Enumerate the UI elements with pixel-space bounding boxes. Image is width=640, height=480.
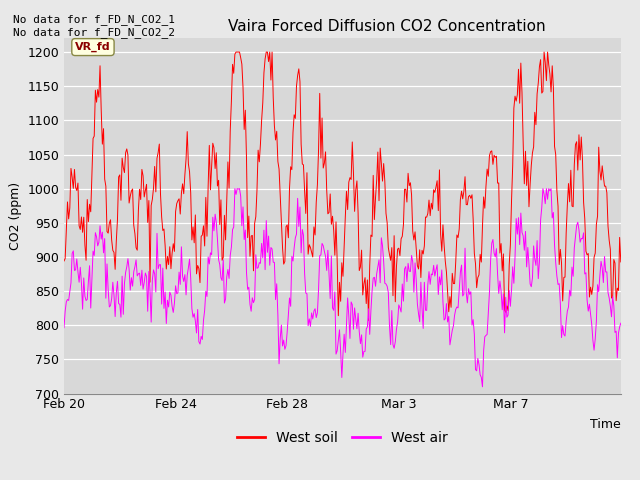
West air bbox=[231, 186, 239, 192]
West air bbox=[60, 325, 68, 331]
West air bbox=[373, 271, 381, 276]
West soil bbox=[568, 203, 576, 209]
West soil bbox=[472, 261, 479, 266]
Text: Time: Time bbox=[590, 419, 621, 432]
West air bbox=[399, 298, 407, 304]
Title: Vaira Forced Diffusion CO2 Concentration: Vaira Forced Diffusion CO2 Concentration bbox=[228, 20, 546, 35]
West soil bbox=[401, 186, 408, 192]
West air bbox=[568, 264, 576, 270]
Line: West soil: West soil bbox=[64, 52, 621, 321]
Line: West air: West air bbox=[64, 189, 621, 387]
West soil bbox=[617, 259, 625, 265]
West air bbox=[234, 186, 242, 192]
West soil bbox=[365, 318, 372, 324]
West soil bbox=[296, 79, 304, 84]
West soil bbox=[374, 149, 381, 155]
West air bbox=[296, 204, 304, 210]
West soil bbox=[60, 258, 68, 264]
Text: No data for f_FD_N_CO2_1
No data for f_FD_N_CO2_2: No data for f_FD_N_CO2_1 No data for f_F… bbox=[13, 14, 175, 38]
West air bbox=[617, 320, 625, 326]
West air bbox=[470, 332, 478, 337]
West soil bbox=[232, 49, 240, 55]
West soil bbox=[234, 49, 242, 55]
Legend: West soil, West air: West soil, West air bbox=[232, 425, 453, 451]
Text: VR_fd: VR_fd bbox=[75, 42, 111, 52]
West air bbox=[479, 384, 486, 390]
Y-axis label: CO2 (ppm): CO2 (ppm) bbox=[9, 182, 22, 250]
